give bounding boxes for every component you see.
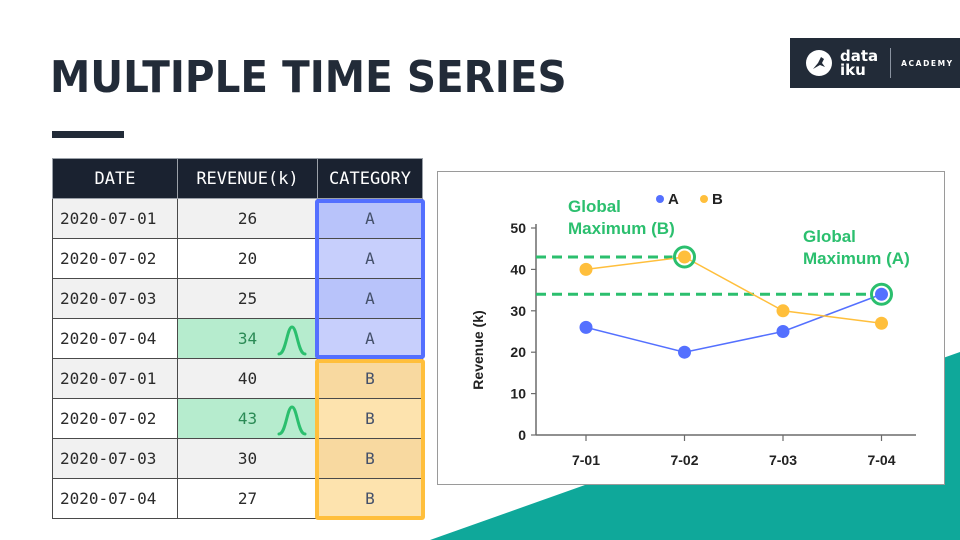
data-table: DATE REVENUE(k) CATEGORY 2020-07-01 26 A 20…	[52, 158, 423, 519]
line-chart-panel: 0 10 20 30 40 50 7-01 7-02 7-03 7-04 A B Revenue (k…	[437, 171, 945, 485]
revenue-value: 25	[237, 289, 258, 308]
table-row: 2020-07-01 26 A	[52, 198, 423, 239]
peak-icon	[277, 405, 307, 436]
revenue-value: 34	[237, 329, 258, 348]
logo-word-top: data	[840, 47, 879, 65]
y-tick-label: 0	[518, 427, 526, 443]
cell-date: 2020-07-04	[52, 318, 178, 359]
cell-date: 2020-07-01	[52, 198, 178, 239]
cell-date: 2020-07-03	[52, 278, 178, 319]
series-line-a	[585, 293, 882, 353]
cell-category: A	[317, 278, 423, 319]
y-tick-label: 30	[510, 303, 526, 319]
global-max-ring	[673, 245, 696, 269]
annotation-a-line2: Maximum (A)	[803, 249, 910, 268]
legend-marker-b	[700, 195, 708, 203]
table-header-row: DATE REVENUE(k) CATEGORY	[52, 158, 423, 199]
logo-subtitle: ACADEMY	[901, 58, 954, 68]
cell-revenue: 43	[177, 398, 318, 439]
legend-label-b: B	[712, 191, 723, 208]
peak-icon	[277, 325, 307, 356]
table-row: 2020-07-03 30 B	[52, 438, 423, 479]
cell-date: 2020-07-02	[52, 398, 178, 439]
cell-category: B	[317, 478, 423, 519]
cell-revenue: 26	[177, 198, 318, 239]
annotation-b-line1: Global	[568, 197, 621, 216]
series-line-b	[585, 256, 882, 324]
bird-icon	[806, 50, 832, 76]
header-category: CATEGORY	[317, 158, 423, 199]
table-row: 2020-07-03 25 A	[52, 278, 423, 319]
x-tick-label: 7-01	[572, 452, 600, 468]
data-point-b	[678, 250, 691, 264]
data-point-a	[776, 325, 790, 338]
cell-category: A	[317, 238, 423, 279]
data-point-a	[678, 345, 691, 359]
data-point-b	[875, 316, 888, 330]
line-chart: 0 10 20 30 40 50 7-01 7-02 7-03 7-04 A B	[510, 191, 916, 468]
cell-category: A	[317, 198, 423, 239]
cell-revenue: 34	[177, 318, 318, 359]
annotation-b-line2: Maximum (B)	[568, 219, 675, 238]
page-title: MULTIPLE TIME SERIES	[50, 52, 567, 103]
annotation-a-line1: Global	[803, 227, 856, 246]
cell-revenue: 25	[177, 278, 318, 319]
y-axis-label: Revenue (k)	[470, 310, 486, 390]
logo-separator	[890, 48, 892, 78]
cell-date: 2020-07-02	[52, 238, 178, 279]
revenue-value: 26	[237, 209, 258, 228]
title-underline	[52, 131, 124, 138]
table-row: 2020-07-04 34 A	[52, 318, 423, 359]
x-tick-label: 7-02	[670, 452, 698, 468]
revenue-value: 20	[237, 249, 258, 268]
y-tick-label: 20	[510, 344, 526, 360]
legend-marker-a	[656, 195, 664, 203]
y-tick-label: 40	[510, 261, 526, 277]
table-row: 2020-07-02 20 A	[52, 238, 423, 279]
dataiku-academy-logo: data iku ACADEMY	[790, 38, 960, 88]
cell-date: 2020-07-04	[52, 478, 178, 519]
cell-category: B	[317, 358, 423, 399]
data-point-a	[875, 287, 888, 301]
header-date: DATE	[52, 158, 178, 199]
cell-date: 2020-07-03	[52, 438, 178, 479]
legend-label-a: A	[668, 191, 679, 208]
table-row: 2020-07-01 40 B	[52, 358, 423, 399]
cell-revenue: 20	[177, 238, 318, 279]
revenue-value: 40	[237, 369, 258, 388]
y-tick-label: 10	[510, 386, 526, 402]
cell-category: B	[317, 438, 423, 479]
cell-revenue: 30	[177, 438, 318, 479]
header-revenue: REVENUE(k)	[177, 158, 318, 199]
data-point-a	[579, 320, 593, 334]
revenue-value: 30	[237, 449, 258, 468]
global-max-ring	[870, 282, 893, 306]
logo-word-bottom: iku	[840, 61, 866, 79]
logo-wordmark: data iku	[840, 47, 879, 79]
x-tick-label: 7-03	[769, 452, 797, 468]
data-point-b	[579, 262, 593, 276]
table-row: 2020-07-02 43 B	[52, 398, 423, 439]
revenue-value: 43	[237, 409, 258, 428]
cell-date: 2020-07-01	[52, 358, 178, 399]
cell-category: A	[317, 318, 423, 359]
annotation-global-max-b: Global Maximum (B)	[568, 196, 675, 240]
cell-category: B	[317, 398, 423, 439]
cell-revenue: 27	[177, 478, 318, 519]
data-point-b	[776, 304, 790, 318]
revenue-value: 27	[237, 489, 258, 508]
y-tick-label: 50	[510, 220, 526, 236]
annotation-global-max-a: Global Maximum (A)	[803, 226, 910, 270]
x-tick-label: 7-04	[867, 452, 895, 468]
table-row: 2020-07-04 27 B	[52, 478, 423, 519]
cell-revenue: 40	[177, 358, 318, 399]
